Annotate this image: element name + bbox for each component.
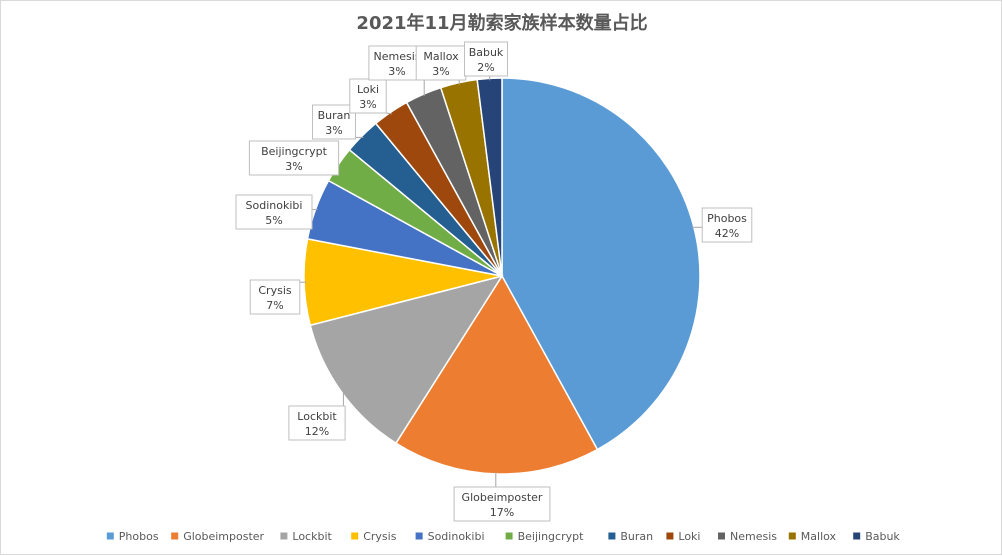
- callout-value-label: 3%: [388, 65, 405, 78]
- callout-category-label: Mallox: [423, 50, 459, 63]
- legend-label: Beijingcrypt: [518, 530, 584, 543]
- callout-category-label: Globeimposter: [462, 491, 543, 504]
- legend-item-loki: Loki: [666, 530, 700, 543]
- legend-item-sodinokibi: Sodinokibi: [415, 530, 485, 543]
- legend-label: Nemesis: [730, 530, 777, 543]
- callout-category-label: Sodinokibi: [246, 199, 303, 212]
- callout-box: [288, 405, 346, 441]
- legend-label: Buran: [620, 530, 653, 543]
- leader-line: [386, 112, 392, 115]
- callout-phobos: Phobos 42%: [691, 207, 753, 243]
- legend-label: Babuk: [865, 530, 900, 543]
- legend-label: Phobos: [119, 530, 159, 543]
- callout-category-label: Crysis: [258, 284, 292, 297]
- legend-item-phobos: Phobos: [106, 530, 159, 543]
- callout-value-label: 7%: [266, 299, 283, 312]
- pie-slice-lockbit: [309, 274, 504, 445]
- callout-value-label: 5%: [265, 214, 282, 227]
- callout-box: [415, 45, 467, 81]
- callout-box: [464, 41, 508, 77]
- callout-value-label: 12%: [305, 425, 329, 438]
- legend-item-lockbit: Lockbit: [280, 530, 333, 543]
- legend-swatch: [853, 532, 861, 540]
- callout-beijingcrypt: Beijingcrypt 3%: [248, 140, 340, 176]
- legend-swatch: [505, 532, 513, 540]
- callout-category-label: Loki: [357, 83, 379, 96]
- callout-babuk: Babuk 2%: [464, 41, 508, 81]
- callout-value-label: 17%: [490, 506, 514, 519]
- callout-globeimposter: Globeimposter 17%: [453, 471, 551, 522]
- callout-box: [235, 194, 313, 230]
- callout-category-label: Buran: [318, 109, 351, 122]
- callout-value-label: 2%: [477, 61, 494, 74]
- callout-category-label: Babuk: [469, 46, 504, 59]
- legend-swatch: [666, 532, 674, 540]
- legend-item-babuk: Babuk: [853, 530, 900, 543]
- legend-label: Loki: [678, 530, 700, 543]
- legend-label: Sodinokibi: [428, 530, 485, 543]
- callout-loki: Loki 3%: [349, 78, 392, 115]
- callout-category-label: Beijingcrypt: [261, 145, 327, 158]
- legend-item-nemesis: Nemesis: [718, 530, 777, 543]
- legend-swatch: [718, 532, 725, 540]
- legend: Phobos Globeimposter Lockbit Crysis Sodinoki…: [106, 530, 900, 543]
- legend-swatch: [415, 532, 423, 540]
- legend-item-buran: Buran: [608, 530, 653, 543]
- legend-item-mallox: Mallox: [788, 530, 837, 543]
- legend-swatch: [788, 532, 796, 540]
- legend-item-crysis: Crysis: [351, 530, 397, 543]
- chart-title: 2021年11月勒索家族样本数量占比: [356, 12, 647, 34]
- callout-box: [453, 486, 551, 522]
- callout-category-label: Nemesis: [374, 50, 421, 63]
- callout-value-label: 3%: [285, 160, 302, 173]
- legend-label: Globeimposter: [183, 530, 264, 543]
- callout-box: [248, 140, 340, 176]
- legend-swatch: [608, 532, 616, 540]
- callout-box: [312, 104, 356, 140]
- legend-swatch: [106, 532, 114, 540]
- callout-buran: Buran 3%: [312, 104, 364, 140]
- legend-swatch: [171, 532, 179, 540]
- legend-label: Mallox: [801, 530, 837, 543]
- callout-value-label: 42%: [715, 227, 739, 240]
- callout-box: [249, 279, 301, 315]
- legend-swatch: [280, 532, 288, 540]
- callout-crysis: Crysis 7%: [249, 279, 307, 315]
- pie-slices: [303, 77, 701, 475]
- callout-category-label: Phobos: [707, 212, 747, 225]
- callout-value-label: 3%: [325, 124, 342, 137]
- callout-box: [349, 78, 387, 114]
- callout-value-label: 3%: [432, 65, 449, 78]
- legend-item-beijingcrypt: Beijingcrypt: [505, 530, 584, 543]
- callout-lockbit: Lockbit 12%: [288, 391, 346, 441]
- callout-mallox: Mallox 3%: [415, 45, 467, 85]
- legend-label: Crysis: [363, 530, 397, 543]
- callout-value-label: 3%: [359, 98, 376, 111]
- callout-category-label: Lockbit: [297, 410, 337, 423]
- data-label-callouts: Phobos 42% Globeimposter 17% Lockbit 12% Crysi…: [235, 41, 753, 522]
- pie-slice-phobos: [501, 77, 701, 451]
- callout-sodinokibi: Sodinokibi 5%: [235, 194, 318, 230]
- legend-swatch: [351, 532, 359, 540]
- legend-item-globeimposter: Globeimposter: [171, 530, 265, 543]
- legend-label: Lockbit: [292, 530, 332, 543]
- callout-box: [701, 207, 753, 243]
